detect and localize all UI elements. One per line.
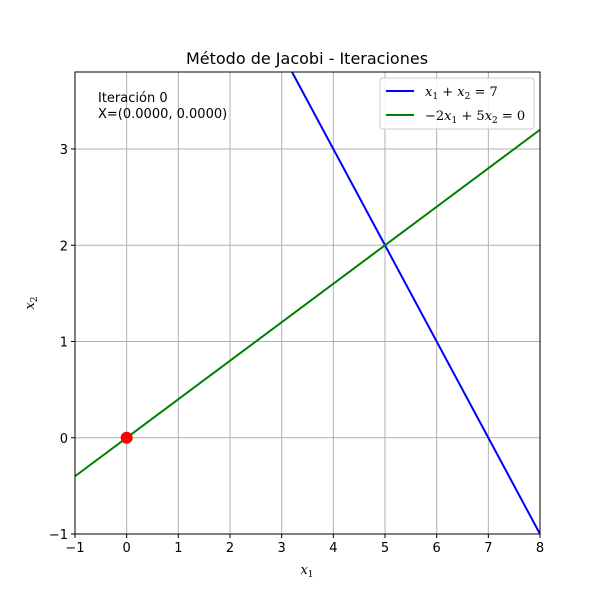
y-tick-label: 3 [60,143,68,158]
x-tick-label: 8 [536,541,544,556]
iteration-label: Iteración 0 [98,91,168,106]
iteration-point [120,431,133,444]
data-points [120,431,133,444]
y-tick-label: 0 [60,432,68,447]
x-axis-label: x1 [300,563,313,580]
x-tick-label: 2 [226,541,234,556]
x-tick-label: 0 [123,541,131,556]
series-line-1 [291,71,541,535]
plot-frame [74,71,541,535]
legend-entry-2: −2x1 + 5x2 = 0 [425,109,525,126]
series-lines [74,71,541,535]
x-tick-label: 1 [174,541,182,556]
chart-title: Método de Jacobi - Iteraciones [186,49,428,68]
y-tick-label: 2 [60,239,68,254]
legend: x1 + x2 = 7 −2x1 + 5x2 = 0 [379,77,535,130]
legend-entry-1: x1 + x2 = 7 [425,85,498,102]
x-tick-label: 5 [381,541,389,556]
x-tick-label: 3 [278,541,286,556]
legend-box [379,77,535,130]
y-tick-label: −1 [49,528,68,543]
series-line-2 [74,128,541,478]
iteration-value: X=(0.0000, 0.0000) [98,107,227,122]
x-tick-label: −1 [65,541,84,556]
x-tick-label: 4 [329,541,337,556]
x-tick-label: 6 [433,541,441,556]
x-tick-label: 7 [484,541,492,556]
axis-ticks: −1 0 1 2 3 4 5 6 7 8 −1 0 1 2 3 [49,143,544,556]
y-tick-label: 1 [60,336,68,351]
y-axis-label: x2 [23,296,40,309]
